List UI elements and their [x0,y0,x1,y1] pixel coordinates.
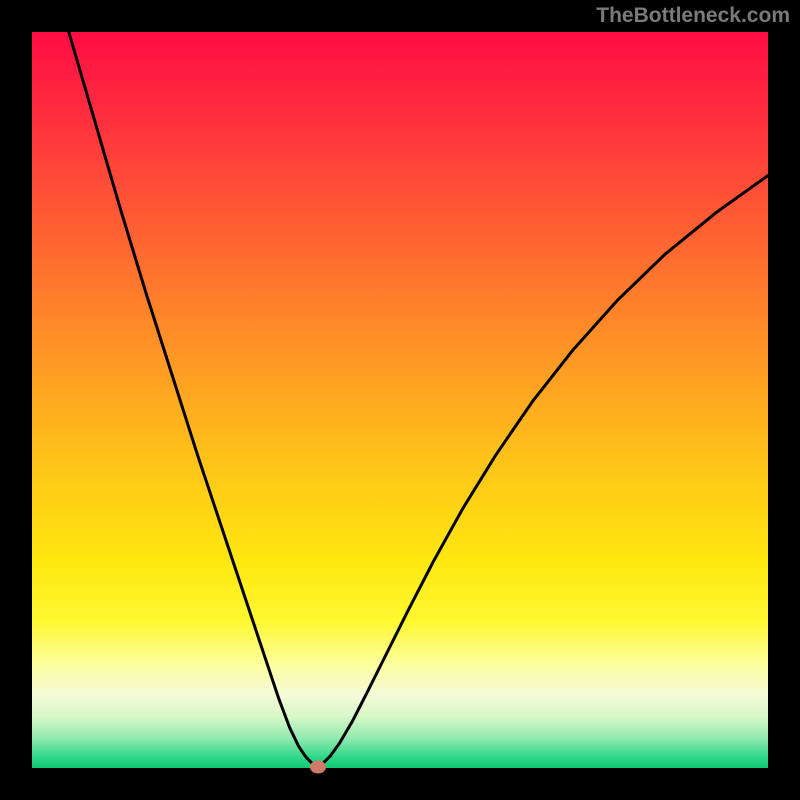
plot-area [32,32,768,768]
optimum-marker [310,760,326,773]
watermark-text: TheBottleneck.com [596,4,790,28]
bottleneck-curve [69,32,768,767]
bottleneck-chart: TheBottleneck.com [0,0,800,800]
curve-overlay [32,32,768,768]
